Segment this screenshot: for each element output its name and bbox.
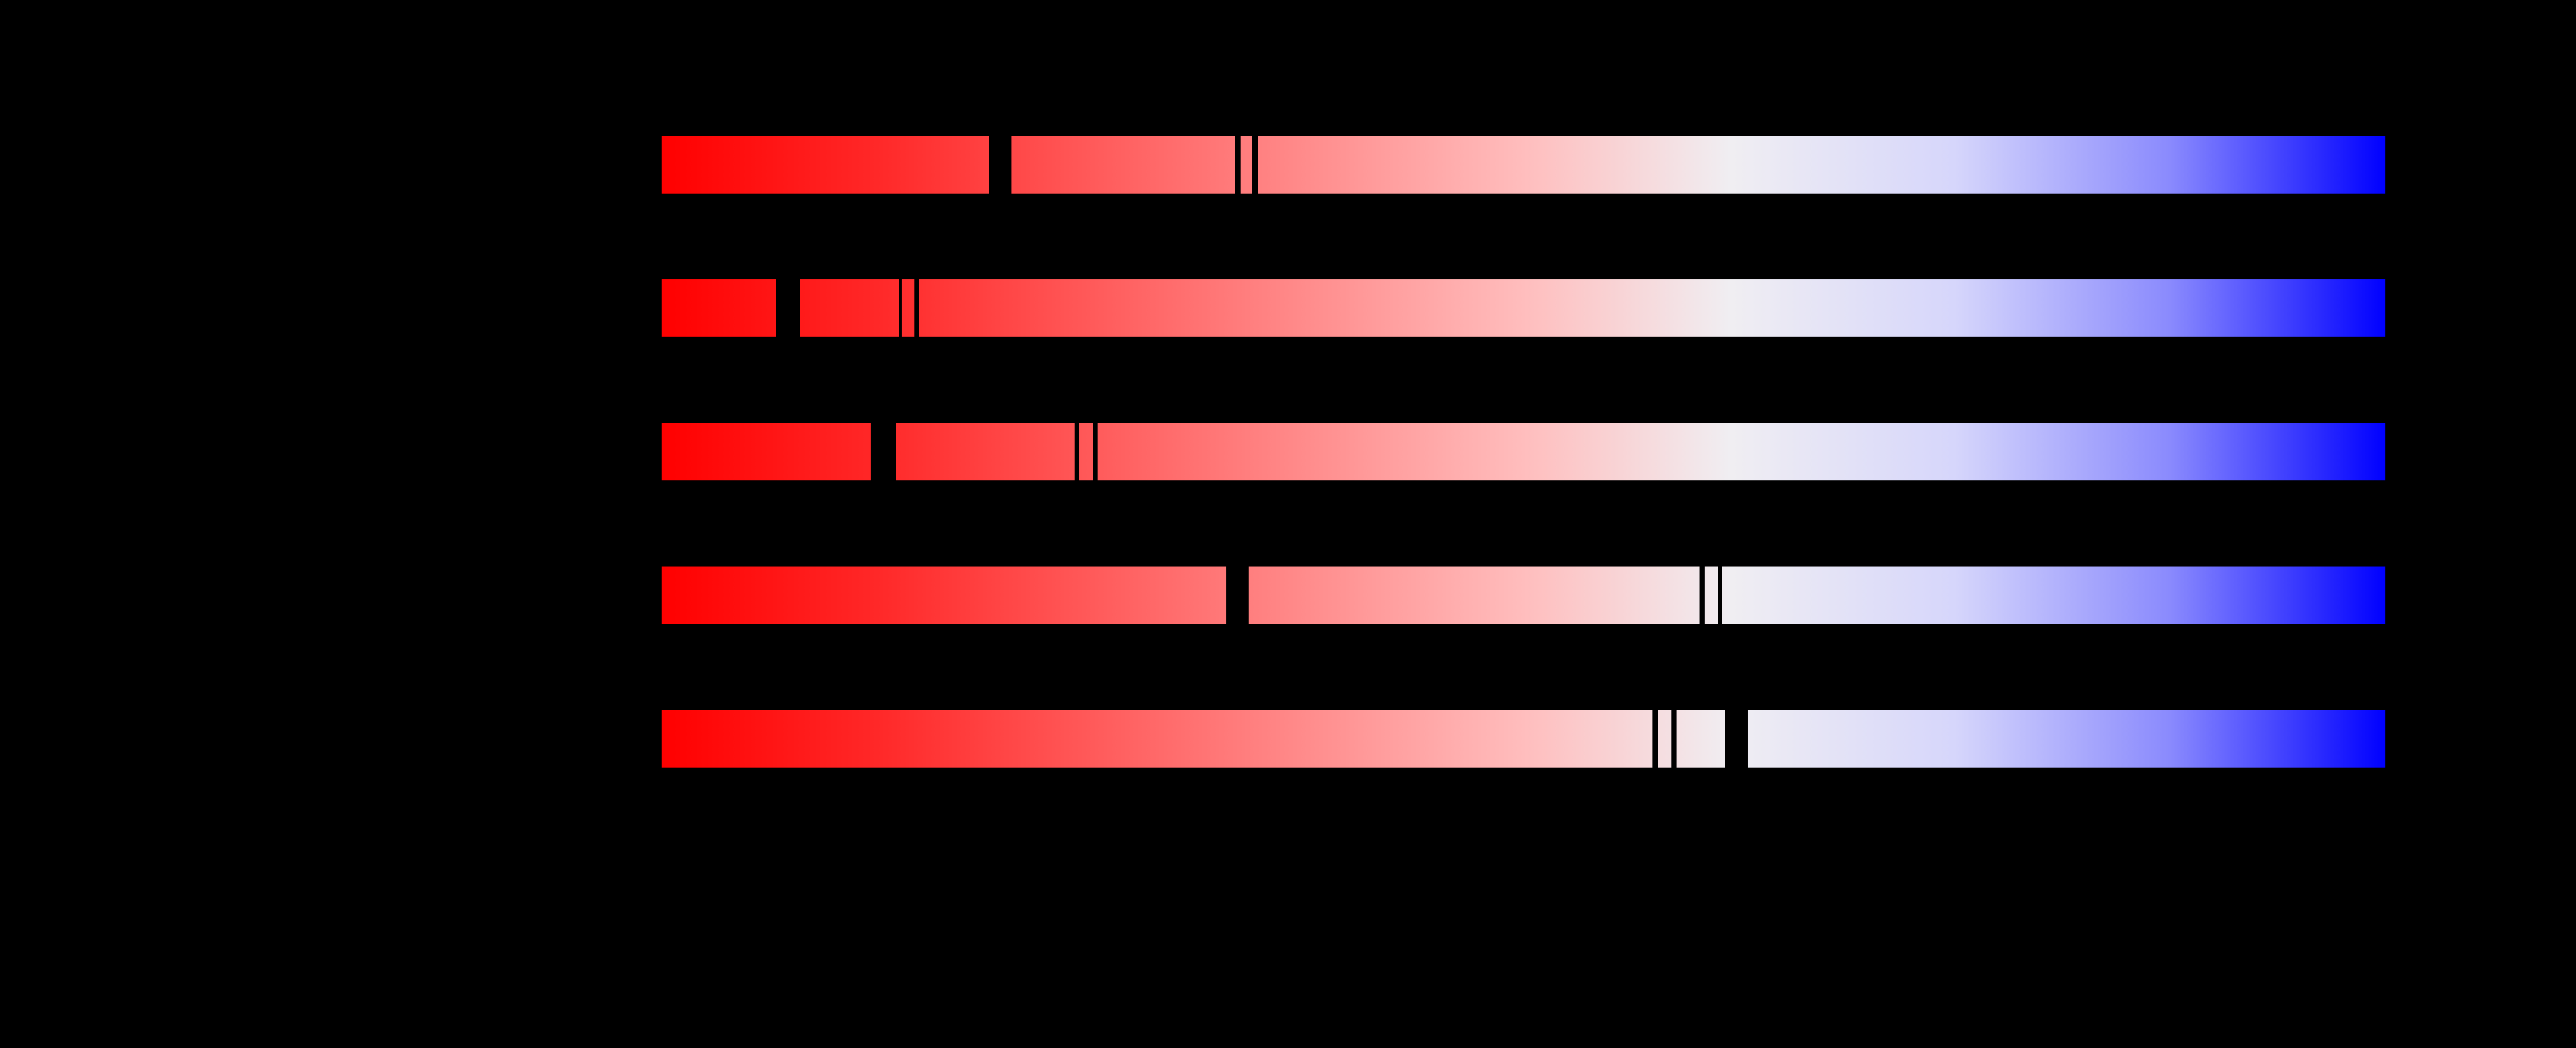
colorbar-segment-r4-s3 bbox=[1704, 567, 1718, 624]
gradient-fill bbox=[1079, 423, 1094, 480]
gradient-fill bbox=[1747, 710, 2385, 768]
colorbar-row-5 bbox=[662, 710, 2385, 768]
colorbar-segment-r3-s2 bbox=[896, 423, 1075, 480]
colorbar-segment-r4-s4 bbox=[1721, 567, 2385, 624]
colorbar-row-3 bbox=[662, 423, 2385, 480]
gradient-fill bbox=[896, 423, 1075, 480]
colorbar-segment-r4-s2 bbox=[1249, 567, 1700, 624]
colorbar-segment-r3-s3 bbox=[1079, 423, 1094, 480]
gradient-fill bbox=[1704, 567, 1718, 624]
gradient-fill bbox=[1676, 710, 1725, 768]
colorbar-segment-r4-s1 bbox=[662, 567, 1227, 624]
colorbar-segment-r1-s3 bbox=[1241, 136, 1253, 194]
gradient-fill bbox=[662, 567, 1227, 624]
gradient-fill bbox=[1249, 567, 1700, 624]
colorbar-segment-r3-s1 bbox=[662, 423, 871, 480]
colorbar-segment-r2-s4 bbox=[919, 279, 2385, 337]
gradient-fill bbox=[662, 136, 990, 194]
gradient-fill bbox=[662, 710, 1652, 768]
colorbar-row-1 bbox=[662, 136, 2385, 194]
colorbar-row-4 bbox=[662, 567, 2385, 624]
colorbar-segment-r1-s1 bbox=[662, 136, 990, 194]
gradient-fill bbox=[1258, 136, 2385, 194]
colorbar-segment-r2-s2 bbox=[800, 279, 899, 337]
colorbar-segment-r5-s2 bbox=[1658, 710, 1671, 768]
gradient-fill bbox=[1098, 423, 2385, 480]
gradient-fill bbox=[902, 279, 914, 337]
gradient-fill bbox=[919, 279, 2385, 337]
gradient-fill bbox=[1011, 136, 1235, 194]
colorbar-segment-r3-s4 bbox=[1098, 423, 2385, 480]
gradient-fill bbox=[800, 279, 899, 337]
colorbar-segment-r5-s3 bbox=[1676, 710, 1725, 768]
gradient-fill bbox=[662, 423, 871, 480]
colorbar-segment-r1-s4 bbox=[1258, 136, 2385, 194]
gradient-fill bbox=[662, 279, 776, 337]
colorbar-row-2 bbox=[662, 279, 2385, 337]
gradient-fill bbox=[1241, 136, 1253, 194]
colorbar-segment-r2-s3 bbox=[902, 279, 914, 337]
gradient-fill bbox=[1721, 567, 2385, 624]
colorbar-segment-r5-s1 bbox=[662, 710, 1652, 768]
gradient-fill bbox=[1658, 710, 1671, 768]
colorbar-segment-r5-s4 bbox=[1747, 710, 2385, 768]
colorbar-segment-r1-s2 bbox=[1011, 136, 1235, 194]
colorbar-segment-r2-s1 bbox=[662, 279, 776, 337]
